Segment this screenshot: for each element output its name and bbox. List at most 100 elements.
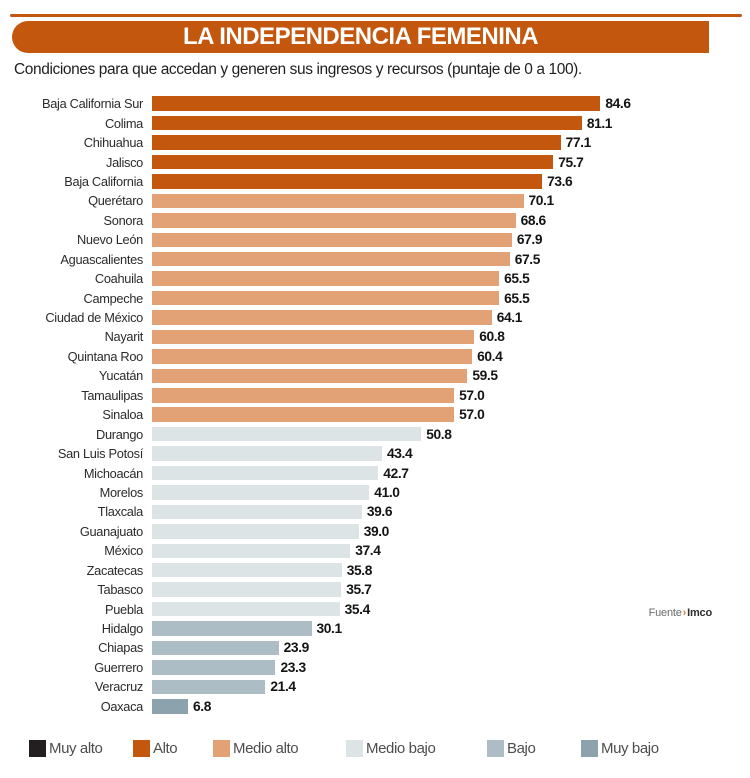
value-label: 57.0 bbox=[459, 407, 485, 423]
bar bbox=[152, 135, 561, 150]
value-label: 68.6 bbox=[520, 212, 547, 228]
bar-row: Chiapas 23.9 bbox=[0, 638, 750, 657]
value-label: 6.8 bbox=[193, 698, 212, 714]
state-label: Sonora bbox=[103, 212, 144, 228]
bar-row: Guanajuato 39.0 bbox=[0, 522, 750, 541]
bar-row: Sonora 68.6 bbox=[0, 211, 750, 230]
bar-row: Hidalgo 30.1 bbox=[0, 619, 750, 638]
bar bbox=[152, 310, 492, 325]
bar-row: Quintana Roo 60.4 bbox=[0, 347, 750, 366]
bar-track: 60.8 bbox=[152, 329, 742, 345]
bar-track: 75.7 bbox=[152, 155, 742, 170]
value-label: 60.8 bbox=[479, 329, 505, 345]
value-label: 43.4 bbox=[387, 446, 413, 462]
value-label: 81.1 bbox=[586, 115, 613, 131]
bar bbox=[152, 213, 516, 228]
value-label: 30.1 bbox=[316, 621, 343, 637]
legend-label: Medio alto bbox=[233, 740, 299, 757]
value-label: 73.6 bbox=[547, 173, 573, 189]
bar bbox=[152, 504, 362, 520]
value-label: 60.4 bbox=[477, 348, 503, 364]
bar-track: 65.5 bbox=[152, 271, 742, 286]
bar bbox=[152, 621, 312, 636]
bar-row: Baja California 73.6 bbox=[0, 172, 750, 191]
state-label: Guanajuato bbox=[79, 523, 143, 539]
bar bbox=[152, 562, 342, 578]
value-label: 39.6 bbox=[366, 504, 393, 520]
bar-row: Baja California Sur 84.6 bbox=[0, 94, 750, 113]
bar-row: Tamaulipas 57.0 bbox=[0, 386, 750, 405]
state-label: Campeche bbox=[83, 290, 144, 306]
bar-track: 73.6 bbox=[152, 174, 742, 189]
bar-track: 41.0 bbox=[152, 485, 742, 500]
bar-row: Guerrero 23.3 bbox=[0, 658, 750, 677]
bar bbox=[152, 329, 475, 345]
bar-row: Colima 81.1 bbox=[0, 113, 750, 132]
value-label: 42.7 bbox=[383, 465, 409, 481]
bar bbox=[152, 543, 351, 559]
bar-row: Tabasco 35.7 bbox=[0, 580, 750, 599]
value-label: 84.6 bbox=[605, 96, 631, 112]
value-label: 70.1 bbox=[528, 193, 555, 209]
value-label: 23.3 bbox=[280, 659, 306, 675]
value-label: 65.5 bbox=[504, 271, 530, 287]
bar bbox=[152, 174, 543, 189]
bar bbox=[152, 407, 455, 422]
bar bbox=[152, 251, 510, 267]
bar-track: 60.4 bbox=[152, 349, 742, 364]
bar-track: 70.1 bbox=[152, 193, 742, 209]
bar-row: Morelos 41.0 bbox=[0, 483, 750, 502]
bar-track: 42.7 bbox=[152, 466, 742, 481]
bar-track: 64.1 bbox=[152, 310, 742, 325]
bar-track: 6.8 bbox=[152, 699, 742, 714]
legend-item: Bajo bbox=[487, 740, 536, 757]
value-label: 35.4 bbox=[344, 601, 371, 617]
bar-track: 67.5 bbox=[152, 252, 742, 267]
bar-track: 67.9 bbox=[152, 232, 742, 247]
legend-swatch bbox=[133, 740, 150, 757]
legend-item: Muy alto bbox=[29, 740, 103, 757]
bar-track: 43.4 bbox=[152, 446, 742, 461]
legend-item: Alto bbox=[133, 740, 178, 757]
bar-row: Oaxaca 6.8 bbox=[0, 697, 750, 716]
bar-track: 35.8 bbox=[152, 563, 742, 578]
legend-swatch bbox=[29, 740, 46, 757]
source-name: Imco bbox=[687, 607, 712, 619]
state-label: Michoacán bbox=[83, 465, 143, 481]
value-label: 57.0 bbox=[459, 387, 485, 403]
state-label: San Luis Potosí bbox=[57, 446, 143, 462]
value-label: 21.4 bbox=[270, 679, 296, 695]
bar-track: 50.8 bbox=[152, 427, 742, 442]
bar bbox=[152, 699, 189, 714]
bar bbox=[152, 349, 473, 364]
bar-row: Zacatecas 35.8 bbox=[0, 561, 750, 580]
bar-track: 65.5 bbox=[152, 291, 742, 306]
value-label: 23.9 bbox=[283, 640, 310, 656]
bar-row: Tlaxcala 39.6 bbox=[0, 502, 750, 521]
top-rule bbox=[10, 14, 742, 17]
state-label: Coahuila bbox=[94, 271, 143, 287]
state-label: Puebla bbox=[104, 601, 143, 617]
legend-label: Alto bbox=[153, 740, 178, 757]
state-label: Hidalgo bbox=[101, 621, 144, 637]
legend-item: Medio bajo bbox=[346, 740, 436, 757]
bar-row: Yucatán 59.5 bbox=[0, 366, 750, 385]
bar-track: 30.1 bbox=[152, 621, 742, 636]
bar-track: 23.3 bbox=[152, 660, 742, 675]
value-label: 65.5 bbox=[504, 290, 530, 306]
bar-row: Jalisco 75.7 bbox=[0, 152, 750, 171]
state-label: Durango bbox=[96, 426, 143, 442]
bar bbox=[152, 290, 500, 306]
legend-item: Medio alto bbox=[213, 740, 299, 757]
bar-row: Nuevo León 67.9 bbox=[0, 230, 750, 249]
bar-row: Veracruz 21.4 bbox=[0, 677, 750, 696]
bar bbox=[152, 271, 500, 286]
legend-swatch bbox=[346, 740, 363, 757]
state-label: Querétaro bbox=[88, 193, 143, 209]
state-label: Morelos bbox=[99, 484, 144, 500]
legend-swatch bbox=[487, 740, 504, 757]
state-label: Yucatán bbox=[98, 368, 143, 384]
state-label: Nayarit bbox=[104, 329, 144, 345]
bar-row: Ciudad de México 64.1 bbox=[0, 308, 750, 327]
